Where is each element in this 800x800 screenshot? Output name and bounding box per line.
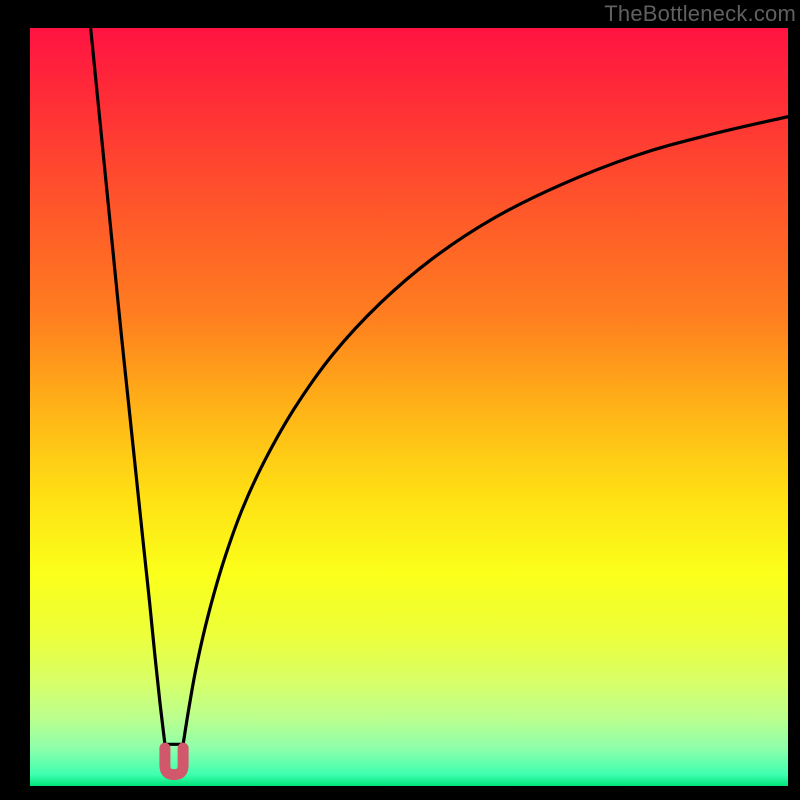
watermark-text: TheBottleneck.com [604, 0, 800, 25]
stage: TheBottleneck.com [0, 0, 800, 800]
curve-layer [30, 28, 788, 786]
valley-u-marker [165, 748, 183, 775]
bottleneck-curve [91, 28, 788, 744]
plot-area [30, 28, 788, 786]
